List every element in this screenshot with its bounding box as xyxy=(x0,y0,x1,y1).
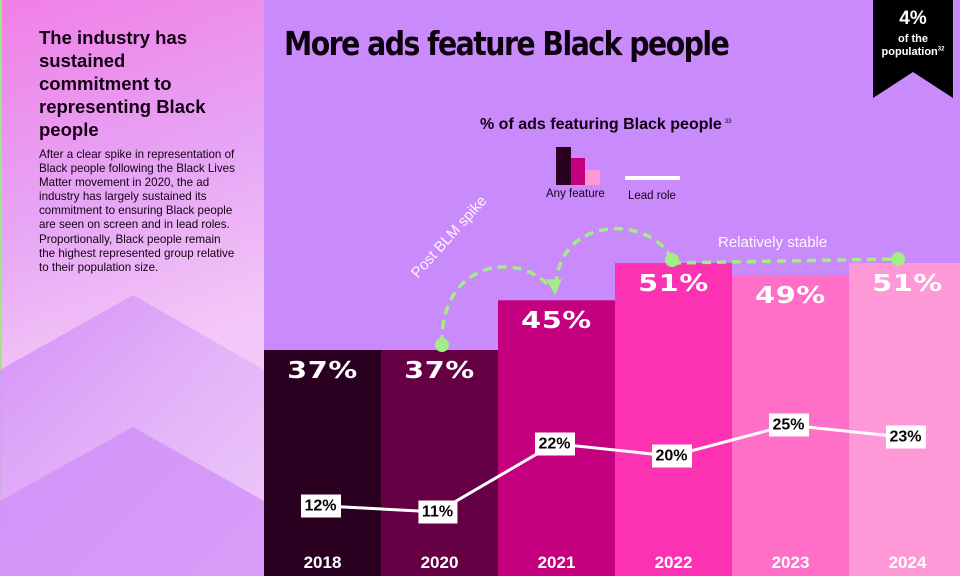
population-banner: 4% of the population32 xyxy=(873,0,953,98)
banner-footnote: 32 xyxy=(937,46,945,53)
x-tick-label-2020: 2020 xyxy=(420,553,459,572)
bar-2024 xyxy=(849,263,960,576)
sidebar-panel: The industry has sustained commitment to… xyxy=(0,0,264,576)
annotation-line-relatively-stable xyxy=(671,257,899,265)
bar-value-label-2021: 45% xyxy=(521,308,592,335)
banner-value: 4% xyxy=(899,8,927,29)
x-tick-label-2018: 2018 xyxy=(303,553,342,572)
legend-swatch-mid xyxy=(571,158,585,185)
lead-role-label-2018: 12% xyxy=(300,494,341,518)
x-tick-label-2021: 2021 xyxy=(537,553,576,572)
bar-value-label-2022: 51% xyxy=(638,271,709,297)
chevron-lower xyxy=(0,427,264,576)
banner-line1: of the xyxy=(898,33,928,45)
annotation-arrowhead xyxy=(546,279,562,296)
legend-label-lead-role: Lead role xyxy=(628,190,676,202)
bar-2022 xyxy=(615,263,732,576)
banner-ribbon-shape xyxy=(873,0,953,98)
sidebar-title: The industry has sustained commitment to… xyxy=(39,27,206,140)
annotation-arrow-post-blm xyxy=(440,265,553,345)
chart-title: % of ads featuring Black people 33 xyxy=(480,116,732,134)
legend-swatch-light xyxy=(585,170,600,185)
banner-line2: population32 xyxy=(873,46,953,58)
lead-role-label-2023: 25% xyxy=(768,413,809,437)
legend-lead-role-line xyxy=(625,176,680,180)
x-tick-label-2022: 2022 xyxy=(654,553,693,572)
lead-role-label-2022: 20% xyxy=(651,444,692,468)
chart-title-footnote: 33 xyxy=(724,118,732,125)
page-title: More ads feature Black people xyxy=(284,24,730,63)
sidebar-edge xyxy=(0,0,2,576)
sidebar-body: After a clear spike in representation of… xyxy=(39,148,235,274)
banner-line2-text: population xyxy=(881,46,938,58)
lead-role-label-2024: 23% xyxy=(885,425,926,449)
bar-value-label-2023: 49% xyxy=(755,283,826,310)
lead-role-label-2020: 11% xyxy=(417,500,458,524)
bar-value-label-2018: 37% xyxy=(287,358,358,384)
annotation-dot-2024 xyxy=(891,252,905,266)
x-tick-label-2023: 2023 xyxy=(771,553,810,572)
annotation-relatively-stable: Relatively stable xyxy=(718,234,828,251)
legend-swatch-dark xyxy=(556,147,571,185)
legend-label-any-feature: Any feature xyxy=(546,188,605,200)
bar-value-label-2020: 37% xyxy=(404,358,475,384)
annotation-arrow-back-arc xyxy=(554,226,674,285)
annotation-dot-2020 xyxy=(435,338,449,352)
annotation-dot-2022 xyxy=(665,253,679,267)
bar-2018 xyxy=(264,350,381,576)
x-tick-label-2024: 2024 xyxy=(888,553,927,572)
bar-value-label-2024: 51% xyxy=(872,271,943,297)
chevron-decoration xyxy=(0,295,264,576)
legend-any-feature-swatch xyxy=(556,147,600,185)
chart-title-text: % of ads featuring Black people xyxy=(480,116,722,133)
bar-2020 xyxy=(381,350,498,576)
lead-role-label-2021: 22% xyxy=(534,432,575,456)
